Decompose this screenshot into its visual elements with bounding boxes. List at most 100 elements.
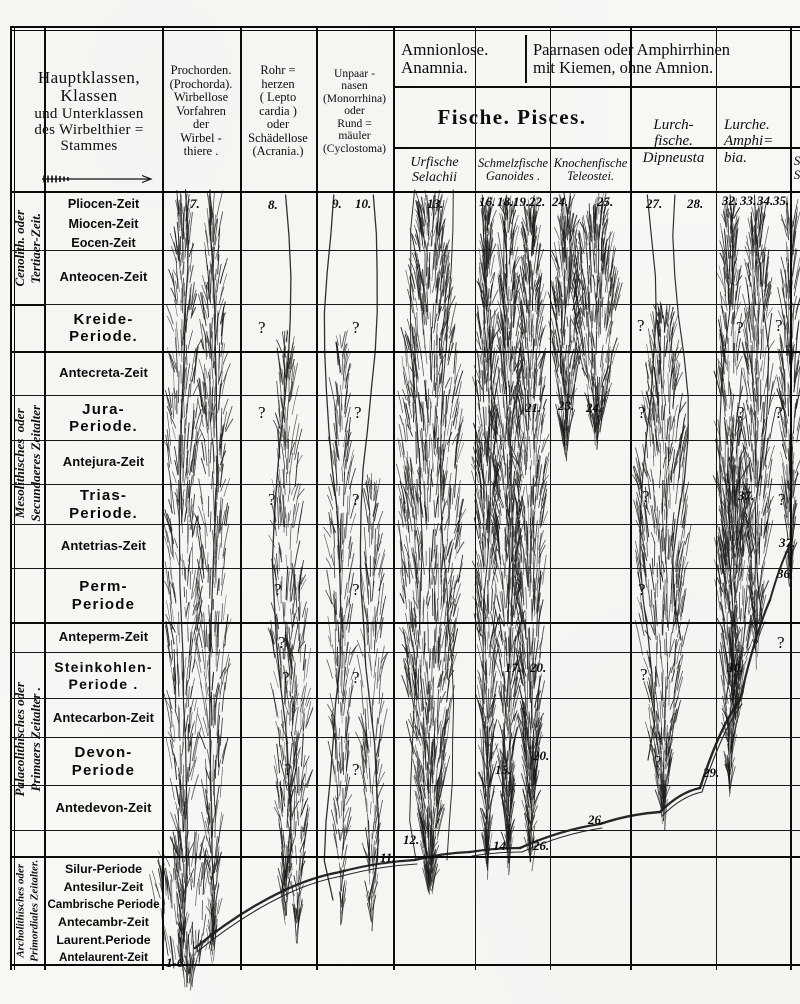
period-cell-antedevon: Antedevon-Zeit (55, 799, 152, 815)
column-header-dipneusta: Lurch- fische. Dipneusta (642, 117, 705, 166)
group-header-anamnia: Amnionlose. Anamnia. (401, 39, 489, 77)
rule-v6 (475, 26, 476, 970)
era-text-archolithic: Archolithisches oder Primordiales Zeitalt… (14, 859, 40, 962)
uncertainty-question-mark: ? (282, 668, 290, 687)
period-cell-antejura: Antejura-Zeit (62, 454, 145, 470)
tree-number-label: 28. (687, 196, 704, 211)
era-text-cenolithic: Cenolith. oder Tertiaer-Zeit. (11, 209, 44, 287)
uncertainty-question-mark: ? (354, 403, 362, 422)
tree-number-label: 27. (646, 196, 663, 211)
main-title-line4: des Wirbelthier = (34, 121, 144, 138)
period-cell-pliocen: Pliocen-Zeit Miocen-Zeit Eocen-Zeit (67, 197, 140, 251)
uncertainty-question-mark: ? (352, 318, 360, 337)
column-header-cutoff: S S (793, 152, 800, 182)
uncertainty-question-mark: ? (274, 580, 282, 599)
column-header-selachii: Urfische Selachii (410, 154, 459, 185)
uncertainty-question-mark: ? (642, 487, 650, 506)
tree-number-label: 14. (493, 838, 510, 853)
tree-number-label: 26. (533, 838, 550, 853)
period-cell-anteperm: Anteperm-Zeit (58, 629, 149, 645)
uncertainty-question-mark: ? (352, 760, 360, 779)
tree-number-label: 20. (533, 748, 550, 763)
uncertainty-question-mark: ? (268, 490, 276, 509)
tree-number-label: 24. (586, 400, 603, 415)
era-label-cenolithic: Cenolith. oder Tertiaer-Zeit. (12, 192, 44, 304)
uncertainty-question-mark: ? (737, 403, 745, 422)
main-title-cell: Hauptklassen, Klassen und Unterklassen d… (16, 32, 162, 191)
uncertainty-question-mark: ? (638, 403, 646, 422)
tree-number-label: 21. (525, 400, 542, 415)
column-header-amphibia: Lurche. Amphi= bia. (724, 117, 774, 166)
column-header-unpaarnasen: Unpaar - nasen (Monorrhina) oder Rund = … (322, 66, 387, 155)
tree-number-label: 8. (268, 197, 278, 212)
period-cell-trias: Trias- Periode. (69, 487, 138, 522)
tree-number-label: 7. (190, 196, 200, 211)
period-cell-devon: Devon- Periode (71, 744, 136, 779)
tree-number-label: 11. (380, 850, 396, 865)
era-text-mesolithic: Mesolithisches oder Secundaeres Zeitalter (11, 405, 44, 522)
period-cell-antetrias: Antetrias-Zeit (60, 538, 147, 554)
column-header-rohrherzen: Rohr = herzen ( Lepto cardia ) oder Schä… (248, 63, 308, 159)
tree-number-label: 18. (497, 194, 514, 209)
tree-number-label: 33. (740, 193, 757, 208)
tree-number-label: 1-6 (166, 955, 184, 970)
uncertainty-question-mark: ? (284, 760, 292, 779)
arrow-icon (42, 174, 153, 184)
uncertainty-question-mark: ? (352, 668, 360, 687)
tree-number-label: 37. (779, 535, 796, 550)
brace-divider (525, 35, 527, 83)
uncertainty-question-mark: ? (278, 633, 286, 652)
group-header-amphirrhinen: Paarnasen oder Amphirrhinen mit Kiemen, … (533, 40, 731, 77)
period-cell-archolithic: Silur-Periode Antesilur-Zeit Cambrische … (47, 861, 160, 964)
uncertainty-question-mark: ? (258, 318, 266, 337)
tree-number-label: 34. (757, 193, 774, 208)
period-cell-anteocen: Anteocen-Zeit (59, 269, 148, 285)
era-label-mesolithic: Mesolithisches oder Secundaeres Zeitalter (12, 305, 44, 622)
tree-number-label: 17. (505, 660, 522, 675)
column-header-teleostei: Knochenfische Teleostei. (553, 155, 628, 183)
period-cell-kreide: Kreide- Periode. (69, 310, 138, 345)
tree-number-label: 22. (529, 194, 546, 209)
group-header-fische: Fische. Pisces. (437, 104, 587, 129)
period-cell-perm: Perm- Periode (71, 578, 136, 613)
uncertainty-question-mark: ? (640, 665, 648, 684)
stratigraphic-table: Hauptklassen, Klassen und Unterklassen d… (10, 26, 800, 970)
tree-number-label: 23. (558, 398, 575, 413)
column-header-ganoides: Schmelzfische Ganoides . (477, 155, 549, 183)
main-title-line3: und Unterklassen (34, 105, 144, 122)
tree-number-label: 36. (777, 566, 794, 581)
era-text-palaeolithic: Palaeolithisches oder Primaers Zeitalter … (11, 682, 43, 797)
uncertainty-question-mark: ? (654, 752, 662, 771)
rule-v9 (716, 26, 717, 970)
uncertainty-question-mark: ? (736, 318, 744, 337)
uncertainty-question-mark: ? (777, 633, 785, 652)
column-header-prochorden: Prochorden. (Prochorda). Wirbellose Vorf… (169, 63, 233, 159)
uncertainty-question-mark: ? (258, 403, 266, 422)
tree-number-label: 9. (332, 196, 342, 211)
tree-number-label: 29. (703, 765, 720, 780)
tree-number-label: 16. (479, 194, 496, 209)
period-cell-jura: Jura- Periode. (69, 400, 138, 435)
tree-number-label: 19. (513, 194, 530, 209)
tree-number-label: 13. (427, 196, 444, 211)
uncertainty-question-mark: ? (352, 580, 360, 599)
period-cell-antecarbon: Antecarbon-Zeit (52, 709, 155, 725)
main-title-line1: Hauptklassen, (37, 67, 141, 87)
tree-number-label: 37. (738, 488, 755, 503)
period-cell-antecreta: Antecreta-Zeit (59, 365, 148, 381)
tree-number-label: 32. (722, 193, 739, 208)
main-title-line2: Klassen (60, 86, 118, 106)
uncertainty-question-mark: ? (638, 580, 646, 599)
uncertainty-question-mark: ? (778, 490, 786, 509)
uncertainty-question-mark: ? (775, 316, 783, 335)
tree-number-label: 26. (588, 812, 605, 827)
tree-number-label: 35. (773, 193, 790, 208)
tree-number-label: 10. (355, 196, 372, 211)
uncertainty-question-mark: ? (637, 316, 645, 335)
tree-number-label: 15. (495, 762, 512, 777)
period-cell-steinkohlen: Steinkohlen- Periode . (54, 659, 153, 692)
rule-v7 (550, 26, 551, 970)
main-title-line5: Stammes (60, 137, 118, 154)
tree-number-label: 30. (727, 660, 744, 675)
